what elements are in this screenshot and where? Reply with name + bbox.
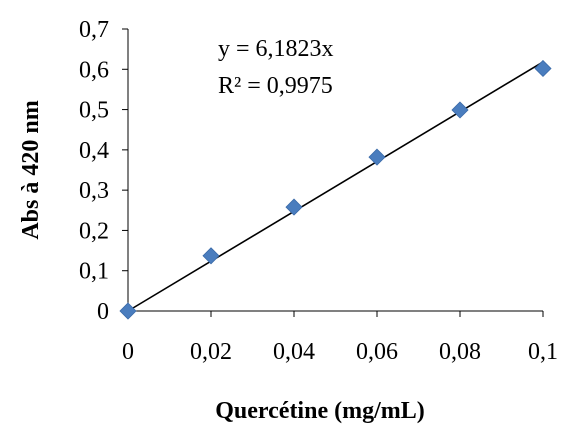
data-point [285, 198, 303, 216]
x-tick-label: 0,02 [190, 339, 232, 365]
data-points [119, 59, 552, 320]
y-axis-title: Abs à 420 nm [18, 100, 44, 239]
data-point [119, 302, 137, 320]
x-tick-label: 0,06 [356, 339, 398, 365]
x-tick-label: 0,1 [528, 339, 558, 365]
x-tick-label: 0,04 [273, 339, 315, 365]
y-tick-label: 0,4 [79, 138, 109, 164]
x-tick-label: 0 [122, 339, 134, 365]
y-tick-label: 0,5 [79, 98, 109, 124]
y-tick-label: 0,3 [79, 178, 109, 204]
x-ticks: 0 0,02 0,04 0,06 0,08 0,1 [122, 311, 558, 365]
y-ticks: 0 0,1 0,2 0,3 0,4 0,5 0,6 0,7 [79, 17, 128, 325]
data-point [368, 148, 386, 166]
y-tick-label: 0,7 [79, 17, 109, 43]
data-point [451, 101, 469, 119]
plot-area: 0 0,1 0,2 0,3 0,4 0,5 0,6 0,7 0 0,02 0,04 0,06 0,08… [79, 17, 558, 365]
data-point [534, 59, 552, 78]
y-tick-label: 0 [97, 299, 109, 325]
x-axis-title: Quercétine (mg/mL) [215, 398, 425, 424]
y-tick-label: 0,2 [79, 218, 109, 244]
x-tick-label: 0,08 [439, 339, 481, 365]
data-point [202, 247, 220, 265]
y-tick-label: 0,1 [79, 259, 109, 285]
trend-equation: y = 6,1823x [218, 36, 334, 62]
y-tick-label: 0,6 [79, 57, 109, 83]
r-squared-label: R² = 0,9975 [218, 73, 333, 99]
trendline [127, 61, 544, 312]
